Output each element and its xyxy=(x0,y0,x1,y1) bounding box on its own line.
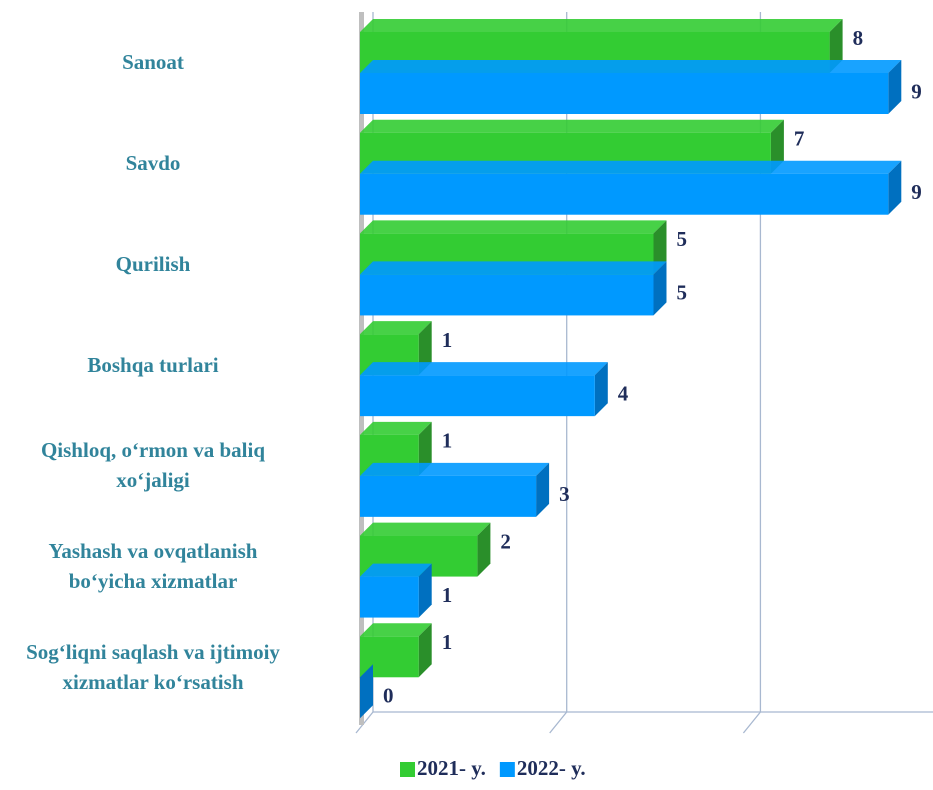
bar xyxy=(360,475,537,517)
legend-label: 2022- y. xyxy=(517,756,586,780)
bar-top xyxy=(360,261,667,275)
bar-side xyxy=(829,19,843,73)
data-label: 5 xyxy=(677,227,688,251)
bar-side xyxy=(594,362,608,417)
legend-swatch xyxy=(499,762,515,777)
bar-top xyxy=(360,321,432,335)
y-tick-label: Savdo xyxy=(125,151,181,176)
bar-top xyxy=(360,19,843,32)
bar xyxy=(360,274,654,316)
data-label: 8 xyxy=(853,26,864,50)
bar-top xyxy=(360,421,432,435)
data-label: 1 xyxy=(442,583,453,607)
bar-side xyxy=(418,321,432,376)
bar-top xyxy=(360,119,784,133)
bar-side xyxy=(477,522,491,577)
bar-side xyxy=(418,421,432,476)
bar xyxy=(360,576,419,618)
bar-top xyxy=(360,623,432,637)
y-tick-label: Qurilish xyxy=(115,251,191,276)
data-label: 9 xyxy=(911,180,922,204)
legend-label: 2021- y. xyxy=(417,756,486,780)
bar-side xyxy=(653,220,667,275)
data-label: 9 xyxy=(911,79,922,103)
bar-top xyxy=(360,160,902,174)
bar-top xyxy=(360,462,550,476)
bar-side xyxy=(888,160,902,215)
bar-top xyxy=(360,60,902,73)
bar-top xyxy=(360,563,432,577)
bar-side xyxy=(418,563,432,618)
data-label: 1 xyxy=(442,630,453,654)
bar xyxy=(360,375,595,417)
data-label: 2 xyxy=(500,529,511,553)
data-label: 1 xyxy=(442,328,453,352)
data-label: 7 xyxy=(794,127,805,151)
bar-side xyxy=(418,623,432,678)
data-label: 4 xyxy=(618,381,629,405)
legend-swatch xyxy=(400,762,415,777)
y-tick-label: Yashash va ovqatlanish bo‘yicha xizmatla… xyxy=(48,538,258,593)
y-tick-label: Sanoat xyxy=(122,50,184,75)
bar-side xyxy=(770,119,784,174)
floor-line xyxy=(742,711,761,734)
bar xyxy=(360,73,889,114)
floor-line xyxy=(355,711,374,734)
y-tick-label: Boshqa turlari xyxy=(87,352,219,377)
bar-top xyxy=(360,220,667,234)
data-label: 1 xyxy=(442,429,453,453)
bar xyxy=(360,173,889,215)
data-label: 0 xyxy=(383,684,394,708)
bar-side xyxy=(536,462,550,517)
bar-side xyxy=(360,664,373,719)
y-tick-label: Sog‘liqni saqlash va ijtimoiy xizmatlar … xyxy=(26,639,280,694)
floor-line xyxy=(549,711,568,734)
y-tick-label: Qishloq, o‘rmon va baliq xo‘jaligi xyxy=(40,438,266,493)
bar-top xyxy=(360,522,491,536)
data-label: 5 xyxy=(677,281,688,305)
data-label: 3 xyxy=(559,482,570,506)
bar-top xyxy=(360,362,608,376)
bar-side xyxy=(888,60,902,114)
bar-side xyxy=(653,261,667,316)
